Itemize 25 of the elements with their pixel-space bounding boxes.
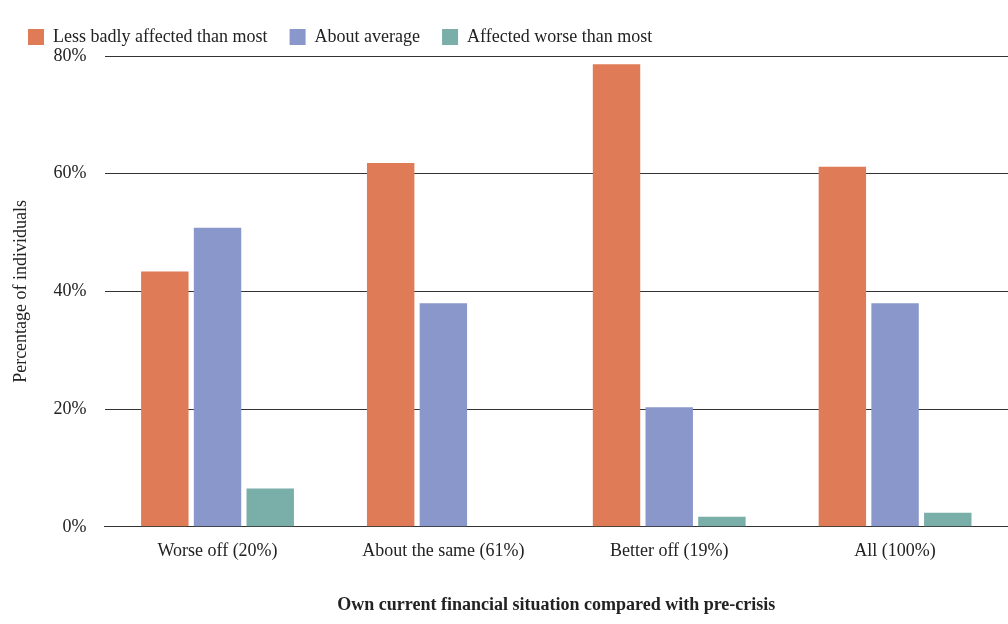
bar: [592, 64, 641, 527]
bar: [698, 516, 746, 527]
bar: [645, 407, 693, 527]
bar: [419, 303, 468, 527]
y-tick-label: 20%: [53, 397, 87, 418]
bar: [193, 227, 242, 527]
y-tick-label: 60%: [53, 162, 87, 183]
x-axis-title: Own current financial situation compared with pre-crisis: [337, 593, 776, 614]
bar: [141, 271, 189, 527]
y-tick-label: 0%: [62, 515, 87, 536]
x-tick-label: Worse off (20%): [157, 540, 278, 562]
bar: [366, 163, 415, 527]
y-tick-label: 40%: [53, 280, 87, 301]
y-axis-title: Percentage of individuals: [9, 199, 30, 383]
legend-label: About average: [314, 25, 421, 46]
x-tick-label: All (100%): [854, 540, 936, 562]
bar: [818, 166, 867, 527]
legend-label: Less badly affected than most: [53, 25, 268, 46]
bar: [246, 488, 294, 527]
legend-label: Affected worse than most: [467, 25, 653, 46]
x-tick-label: About the same (61%): [362, 540, 525, 562]
bar: [924, 512, 972, 527]
bar: [871, 303, 919, 527]
x-tick-label: Better off (19%): [609, 540, 729, 562]
y-tick-label: 80%: [53, 44, 87, 65]
